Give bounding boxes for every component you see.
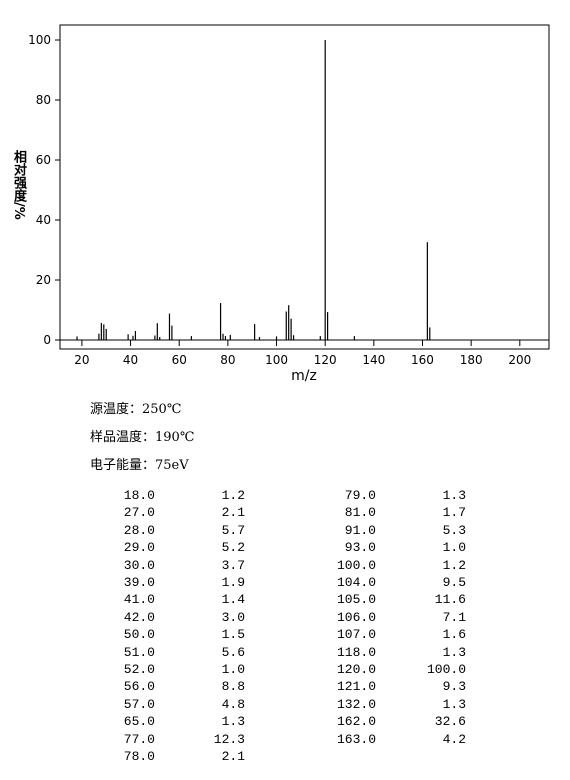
table-cell: 4.2 <box>442 731 466 747</box>
table-cell: 11.6 <box>434 592 466 608</box>
x-tick-label: 20 <box>74 353 89 367</box>
y-tick-label: 100 <box>28 33 51 47</box>
table-cell: 12.3 <box>213 731 245 747</box>
chart: m/z 0 20 40 60 80 100 20 40 60 80 100 120 140 160 180 2… <box>28 24 550 384</box>
y-tick-label: 80 <box>36 93 51 107</box>
table-cell: 106.0 <box>336 609 376 625</box>
table-cell: 79.0 <box>344 488 376 503</box>
table-cell: 57.0 <box>123 696 155 712</box>
y-tick-label: 20 <box>36 273 51 287</box>
table-cell: 2.1 <box>221 749 245 764</box>
table-cell: 42.0 <box>123 609 155 625</box>
table-cell: 2.1 <box>221 505 245 521</box>
table-cell: 32.6 <box>434 714 466 730</box>
table-cell: 28.0 <box>123 522 155 538</box>
table-cell: 104.0 <box>336 575 376 590</box>
table-cell: 118.0 <box>336 644 376 660</box>
table-cell: 18.0 <box>123 488 155 503</box>
table-cell: 1.0 <box>221 662 245 677</box>
y-tick-label: 0 <box>43 333 51 347</box>
table-cell: 91.0 <box>344 522 376 538</box>
table-cell: 3.0 <box>221 609 245 625</box>
table-cell: 132.0 <box>336 696 376 712</box>
x-tick-label: 100 <box>265 353 288 367</box>
x-tick-label: 160 <box>411 353 434 367</box>
table-cell: 27.0 <box>123 505 155 521</box>
x-axis-label: m/z <box>291 368 317 384</box>
table-cell: 5.2 <box>221 540 245 556</box>
table-cell: 1.0 <box>442 540 466 556</box>
table-cell: 100.0 <box>336 557 376 573</box>
table-cell: 65.0 <box>123 714 155 730</box>
x-tick-label: 120 <box>314 353 337 367</box>
table-cell: 105.0 <box>336 592 376 608</box>
table-cell: 77.0 <box>123 731 155 747</box>
table-cell: 1.4 <box>221 592 245 608</box>
table-cell: 1.2 <box>221 488 245 503</box>
table-cell: 1.9 <box>221 575 245 590</box>
table-cell: 100.0 <box>426 662 466 677</box>
condition-text: 样品温度：190℃ <box>90 430 195 445</box>
table-cell: 9.3 <box>442 679 466 695</box>
y-axis-label: 相对强度/% <box>11 150 26 220</box>
x-tick-label: 180 <box>460 353 483 367</box>
table-cell: 78.0 <box>123 749 155 764</box>
condition-text: 源温度：250℃ <box>90 402 182 417</box>
table-cell: 93.0 <box>344 540 376 556</box>
table-cell: 39.0 <box>123 575 155 590</box>
table-cell: 121.0 <box>336 679 376 695</box>
x-tick-label: 140 <box>362 353 385 367</box>
x-tick-label: 80 <box>220 353 235 367</box>
table-cell: 4.8 <box>221 696 245 712</box>
table-cell: 1.5 <box>221 627 245 643</box>
table-cell: 5.7 <box>221 522 245 538</box>
table-cell: 120.0 <box>336 662 376 677</box>
table-cell: 8.8 <box>221 679 245 695</box>
table-cell: 163.0 <box>336 731 376 747</box>
table-cell: 7.1 <box>442 609 466 625</box>
plot-frame <box>59 24 550 350</box>
table-cell: 1.3 <box>442 488 466 503</box>
table-cell: 50.0 <box>123 627 155 643</box>
x-tick-label: 200 <box>508 353 531 367</box>
table-cell: 5.6 <box>221 644 245 660</box>
x-tick-label: 60 <box>172 353 187 367</box>
table-cell: 107.0 <box>336 627 376 643</box>
table-cell: 51.0 <box>123 644 155 660</box>
table-cell: 1.6 <box>442 627 466 643</box>
table-cell: 1.3 <box>442 644 466 660</box>
table-cell: 29.0 <box>123 540 155 556</box>
table-cell: 52.0 <box>123 662 155 677</box>
table-cell: 1.7 <box>442 505 466 521</box>
table-cell: 9.5 <box>442 575 466 590</box>
table-cell: 81.0 <box>344 505 376 521</box>
table-cell: 30.0 <box>123 557 155 573</box>
condition-text: 电子能量：75eV <box>90 458 189 473</box>
table-cell: 5.3 <box>442 522 466 538</box>
y-tick-label: 60 <box>36 153 51 167</box>
y-tick-label: 40 <box>36 213 51 227</box>
table-cell: 162.0 <box>336 714 376 730</box>
table-cell: 1.2 <box>442 557 466 573</box>
table-cell: 41.0 <box>123 592 155 608</box>
table-cell: 1.3 <box>221 714 245 730</box>
table-cell: 56.0 <box>123 679 155 695</box>
table-cell: 3.7 <box>221 557 245 573</box>
x-tick-label: 40 <box>123 353 138 367</box>
table-cell: 1.3 <box>442 696 466 712</box>
